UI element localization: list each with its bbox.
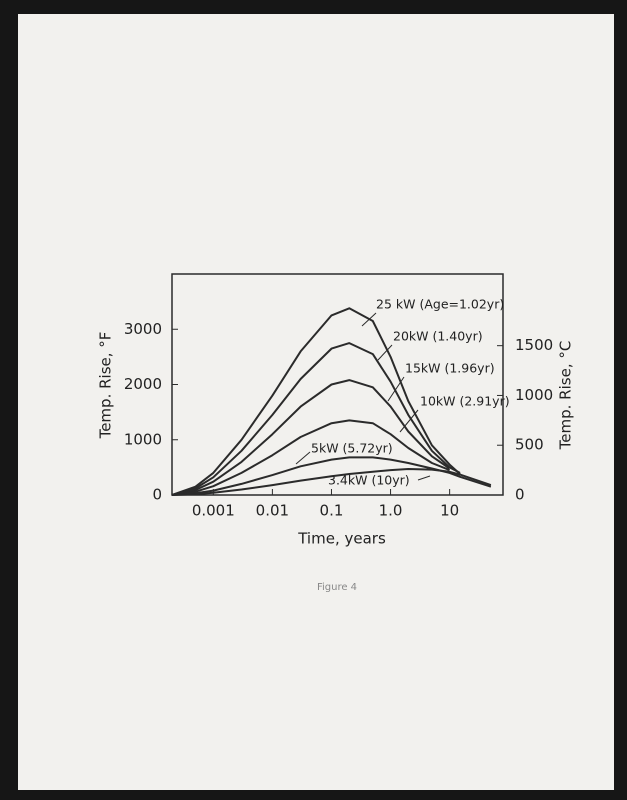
- series-line: [171, 419, 450, 496]
- series-label: 10kW (2.91yr): [420, 394, 510, 409]
- x-tick-label: 0.1: [320, 502, 344, 520]
- y-tick-label: 0: [152, 486, 162, 504]
- series-label: 20kW (1.40yr): [393, 329, 483, 344]
- leader: [417, 475, 431, 481]
- x-tick-label: 0.01: [256, 502, 289, 520]
- x-axis-title: Time, years: [297, 530, 386, 548]
- y2-axis-title: Temp. Rise, °C: [557, 341, 575, 451]
- series-label: 15kW (1.96yr): [405, 361, 495, 376]
- y-tick-label: 3000: [124, 320, 162, 338]
- paper: [18, 14, 614, 790]
- y2-tick-label: 1500: [515, 336, 553, 354]
- leader: [377, 344, 393, 361]
- series-label: 25 kW (Age=1.02yr): [376, 297, 504, 312]
- leader: [295, 451, 311, 465]
- y-tick-label: 2000: [124, 375, 162, 393]
- series-line: [171, 342, 461, 496]
- series-line: [171, 468, 492, 496]
- figure-caption: Figure 4: [317, 582, 357, 593]
- y-axis-title: Temp. Rise, °F: [97, 332, 115, 440]
- y-tick-label: 1000: [124, 430, 162, 448]
- y2-tick-label: 1000: [515, 386, 553, 404]
- x-tick-label: 10: [440, 502, 459, 520]
- x-tick-label: 0.001: [192, 502, 235, 520]
- series-line: [171, 307, 461, 496]
- y2-tick-label: 500: [515, 436, 544, 454]
- y2-tick-label: 0: [515, 486, 525, 504]
- series-label: 3.4kW (10yr): [328, 473, 410, 488]
- leader: [387, 376, 405, 402]
- x-tick-label: 1.0: [379, 502, 403, 520]
- leaders: [295, 312, 431, 481]
- series-label: 5kW (5.72yr): [311, 441, 393, 456]
- series-line: [171, 379, 451, 496]
